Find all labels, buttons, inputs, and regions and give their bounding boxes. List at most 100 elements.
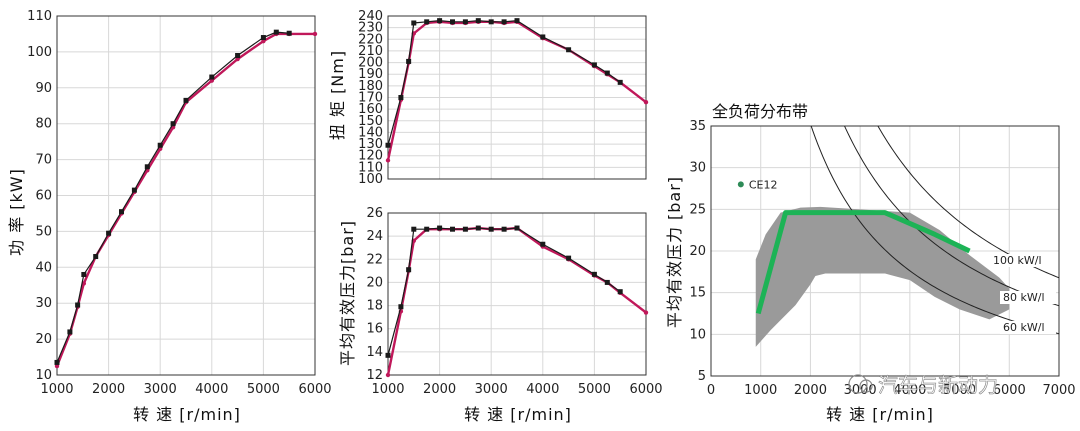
- x-tick-label: 2000: [794, 383, 827, 398]
- data-point-square: [501, 19, 507, 25]
- y-tick-label: 12: [366, 368, 383, 383]
- y-tick-label: 230: [358, 21, 383, 36]
- data-point-square: [406, 267, 412, 273]
- y-tick-label: 5: [698, 369, 706, 384]
- data-point-square: [437, 18, 443, 24]
- y-tick-label: 170: [358, 91, 383, 106]
- plot-frame-1: [387, 15, 647, 180]
- power-ylabel: 功 率 [kW]: [7, 168, 26, 256]
- x-tick-label: 4000: [526, 382, 559, 397]
- y-tick-label: 140: [358, 125, 383, 140]
- data-point-square: [540, 34, 546, 40]
- data-point-square: [144, 164, 150, 170]
- data-point-square: [501, 226, 507, 232]
- data-point-square: [411, 226, 417, 232]
- y-tick-label: 24: [366, 229, 383, 244]
- bmep-xlabel: 转 速 [r/min]: [464, 405, 572, 424]
- data-point-dot: [385, 372, 391, 378]
- x-tick-label: 2000: [423, 382, 456, 397]
- data-point-dot: [643, 99, 649, 105]
- data-point-square: [170, 121, 176, 127]
- data-point-square: [67, 329, 73, 335]
- y-tick-label: 110: [358, 160, 383, 175]
- data-point-square: [514, 225, 520, 231]
- data-point-square: [385, 142, 391, 148]
- power-line-label-1: 80 kW/l: [1003, 291, 1045, 304]
- bmep-chart: 12 14 16 18 20 22 24 26 1000 2000 3000 4000 5000 6000: [366, 206, 662, 397]
- y-tick-label: 130: [358, 137, 383, 152]
- x-tick-label: 0: [707, 383, 715, 398]
- data-point-square: [406, 58, 412, 64]
- band-xlabel: 转 速 [r/min]: [826, 405, 934, 424]
- y-tick-label: 10: [689, 327, 706, 342]
- y-tick-label: 50: [35, 224, 52, 239]
- data-point-square: [591, 271, 597, 277]
- y-tick-label: 40: [35, 260, 52, 275]
- y-tick-label: 16: [366, 322, 383, 337]
- x-tick-label: 6000: [298, 382, 331, 397]
- watermark-text: 汽车与新动力: [878, 373, 998, 397]
- y-tick-label: 20: [366, 275, 383, 290]
- y-tick-label: 35: [689, 119, 706, 134]
- y-tick-label: 60: [35, 189, 52, 204]
- power-density-line-2: [810, 126, 1059, 335]
- y-tick-label: 26: [366, 206, 383, 221]
- y-tick-label: 100: [358, 172, 383, 187]
- data-point-square: [540, 241, 546, 247]
- data-point-square: [566, 47, 572, 53]
- power-line-label-bg: [990, 254, 1046, 267]
- watermark: 汽车与新动力: [848, 373, 998, 397]
- data-point-square: [183, 97, 189, 103]
- x-tick-label: 6000: [629, 382, 662, 397]
- bmep-ylabel: 平均有效压力[bar]: [338, 220, 357, 366]
- data-point-square: [131, 187, 137, 193]
- y-tick-label: 150: [358, 114, 383, 129]
- data-point-square: [604, 70, 610, 76]
- data-point-square: [604, 279, 610, 285]
- x-tick-label: 6000: [993, 383, 1026, 398]
- ce12-label: CE12: [749, 178, 778, 191]
- y-tick-label: 90: [35, 81, 52, 96]
- data-point-square: [411, 20, 417, 26]
- data-point-square: [514, 18, 520, 24]
- band-title: 全负荷分布带: [712, 102, 808, 121]
- data-point-square: [286, 30, 292, 36]
- data-point-square: [398, 304, 404, 310]
- y-tick-label: 20: [689, 244, 706, 259]
- watermark-logo-icon: [848, 374, 868, 394]
- data-point-square: [617, 79, 623, 85]
- data-point-square: [437, 225, 443, 231]
- x-tick-label: 5000: [247, 382, 280, 397]
- ce12-point: [737, 181, 744, 188]
- data-point-square: [617, 289, 623, 295]
- power-line-label-2: 60 kW/l: [1003, 321, 1045, 334]
- data-point-square: [235, 52, 241, 58]
- data-point-square: [54, 359, 60, 365]
- y-tick-label: 22: [366, 252, 383, 267]
- watermark-logo-icon-inner: [859, 379, 873, 393]
- y-tick-label: 25: [689, 202, 706, 217]
- x-tick-label: 1000: [371, 382, 404, 397]
- power-xlabel: 转 速 [r/min]: [133, 405, 241, 424]
- data-point-square: [591, 62, 597, 68]
- data-point-square: [273, 29, 279, 35]
- y-tick-label: 20: [35, 332, 52, 347]
- x-tick-label: 4000: [195, 382, 228, 397]
- data-point-square: [93, 254, 99, 260]
- data-point-square: [488, 226, 494, 232]
- data-point-square: [260, 35, 266, 41]
- y-tick-label: 220: [358, 32, 383, 47]
- power-line-label-bg: [1000, 291, 1056, 304]
- y-tick-label: 30: [35, 296, 52, 311]
- y-tick-label: 100: [27, 45, 52, 60]
- data-point-square: [75, 302, 81, 308]
- x-tick-label: 5000: [578, 382, 611, 397]
- y-tick-label: 210: [358, 44, 383, 59]
- y-tick-label: 70: [35, 153, 52, 168]
- plot-frame-2: [387, 212, 647, 376]
- plot-area-2: [388, 213, 646, 375]
- x-tick-label: 2000: [92, 382, 125, 397]
- data-point-square: [385, 352, 391, 358]
- data-point-square: [566, 255, 572, 261]
